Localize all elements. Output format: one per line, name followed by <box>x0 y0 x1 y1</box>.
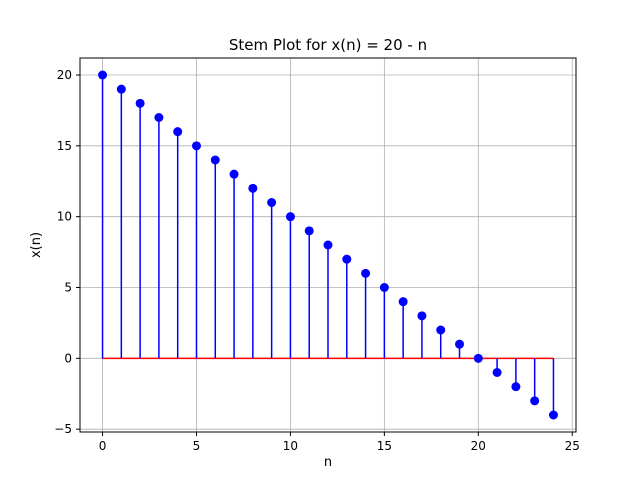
stems <box>101 75 555 415</box>
stem-marker <box>530 396 540 406</box>
stem-marker <box>116 84 126 94</box>
x-tick-label: 10 <box>283 439 298 453</box>
x-tick-label: 15 <box>377 439 392 453</box>
y-tick-label: 0 <box>64 351 72 365</box>
stem-marker <box>248 183 258 193</box>
stem-marker <box>229 169 239 179</box>
stem-marker <box>285 212 295 222</box>
stem-marker <box>473 353 483 363</box>
stem-marker <box>342 254 352 264</box>
y-axis-label: x(n) <box>29 232 44 258</box>
y-tick-label: 5 <box>64 281 72 295</box>
markers <box>98 70 558 420</box>
y-tick-label: 10 <box>57 210 72 224</box>
stem-marker <box>436 325 446 335</box>
x-tick-label: 0 <box>99 439 107 453</box>
x-tick-label: 5 <box>193 439 201 453</box>
stem-marker <box>154 113 164 122</box>
stem-marker <box>210 155 220 165</box>
ticks: 0 5 10 15 20 25 −5 0 5 10 15 20 <box>54 68 580 453</box>
stem-marker <box>173 127 183 137</box>
y-tick-label: 20 <box>57 68 72 82</box>
axes-frame <box>79 57 577 433</box>
stem-marker <box>323 240 333 250</box>
y-tick-label: −5 <box>54 422 72 436</box>
stem-marker <box>455 339 465 349</box>
stem-marker <box>267 198 277 207</box>
x-tick-label: 20 <box>471 439 486 453</box>
stem-marker <box>191 141 201 151</box>
chart-title: Stem Plot for x(n) = 20 - n <box>229 36 427 54</box>
stem-marker <box>98 70 108 80</box>
x-axis-label: n <box>324 455 332 470</box>
x-tick-label: 25 <box>565 439 580 453</box>
stem-marker <box>398 297 408 307</box>
stem-marker <box>135 98 145 108</box>
y-tick-label: 15 <box>57 139 72 153</box>
stem-marker <box>417 311 427 321</box>
stem-marker <box>492 368 502 377</box>
stem-marker <box>548 410 558 420</box>
stem-marker <box>361 268 371 278</box>
stem-marker <box>304 226 314 236</box>
stem-marker <box>511 382 521 392</box>
stem-marker <box>379 283 389 292</box>
